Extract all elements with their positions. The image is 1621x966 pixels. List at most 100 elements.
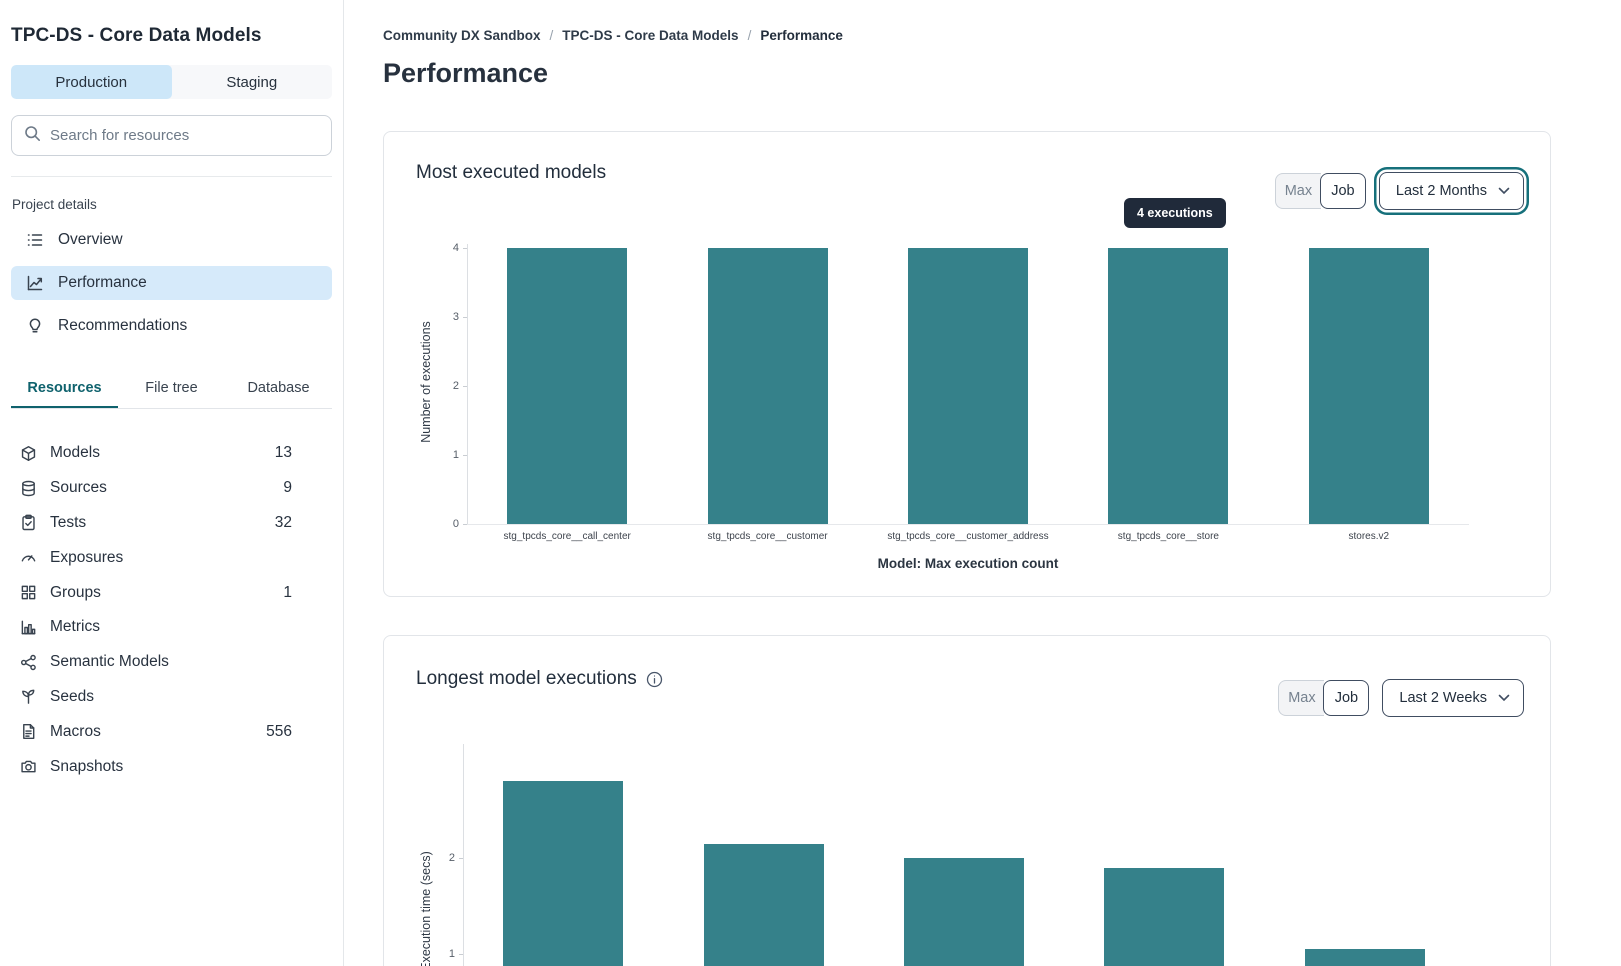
bar-series-3[interactable] [1104, 867, 1225, 966]
bar-stg_tpcds_core__customer[interactable] [707, 248, 828, 524]
resource-row-exposures[interactable]: Exposures [20, 540, 292, 575]
camera-icon [20, 758, 37, 775]
database-icon [20, 480, 37, 497]
info-icon[interactable] [646, 671, 663, 688]
resource-label: Semantic Models [50, 653, 169, 671]
trend-line-icon [26, 274, 44, 292]
project-details-heading: Project details [12, 197, 97, 212]
breadcrumb-item: Performance [760, 28, 843, 43]
y-tick-mark [459, 858, 463, 859]
y-tick-mark [463, 248, 467, 249]
tab-resources[interactable]: Resources [11, 369, 118, 408]
resource-label: Seeds [50, 687, 94, 705]
breadcrumb-separator: / [747, 28, 752, 43]
lightbulb-icon [26, 317, 44, 335]
grid-icon [20, 584, 37, 601]
sidebar-divider [11, 176, 332, 177]
resource-row-tests[interactable]: Tests 32 [20, 506, 292, 541]
resource-label: Models [50, 444, 100, 462]
main-content: Community DX Sandbox / TPC-DS - Core Data … [344, 0, 1621, 966]
clipboard-check-icon [20, 514, 37, 531]
gauge-icon [20, 549, 37, 566]
resource-label: Groups [50, 583, 101, 601]
x-tick-label: stg_tpcds_core__call_center [503, 531, 631, 542]
chart2-max-job-toggle: Max Job [1278, 680, 1370, 716]
resource-count: 13 [274, 444, 292, 462]
bar-stg_tpcds_core__store[interactable] [1108, 248, 1229, 524]
resource-label: Exposures [50, 548, 124, 566]
resource-row-sources[interactable]: Sources 9 [20, 471, 292, 506]
most-executed-models-title: Most executed models [416, 162, 607, 183]
environment-tabs: Production Staging [11, 65, 332, 99]
max-toggle-button[interactable]: Max [1274, 173, 1321, 209]
list-icon [26, 231, 44, 249]
bar-stg_tpcds_core__customer_address[interactable] [908, 248, 1028, 524]
chart1-max-job-toggle: Max Job [1274, 173, 1366, 209]
longest-model-executions-card: Longest model executions Max Job Last 2 … [383, 635, 1551, 966]
x-tick-label: stg_tpcds_core__store [1117, 531, 1219, 542]
search-input[interactable] [50, 127, 319, 144]
bar-stg_tpcds_core__call_center[interactable] [507, 248, 628, 524]
bar-series-0[interactable] [503, 781, 624, 966]
y-axis-line [463, 744, 464, 966]
resource-count: 9 [283, 479, 292, 497]
resource-tabs: Resources File tree Database [11, 369, 332, 409]
resource-row-groups[interactable]: Groups 1 [20, 575, 292, 610]
sidebar: TPC-DS - Core Data Models Production Stag… [0, 0, 344, 966]
chart1-controls: Max Job Last 2 Months [1274, 172, 1524, 210]
bar-series-2[interactable] [904, 858, 1024, 966]
chart-tooltip: 4 executions [1124, 198, 1226, 228]
y-tick-label: 2 [452, 380, 459, 392]
resource-count: 556 [266, 722, 292, 740]
project-details-nav: Overview Performance Recommendations [11, 223, 332, 343]
sidebar-item-recommendations[interactable]: Recommendations [11, 309, 332, 343]
document-icon [20, 723, 37, 740]
chart2-date-range-select[interactable]: Last 2 Weeks [1382, 679, 1524, 717]
env-tab-staging[interactable]: Staging [226, 73, 278, 91]
resource-row-seeds[interactable]: Seeds [20, 680, 292, 715]
y-axis-title: Execution time (secs) [419, 851, 433, 966]
resource-row-models[interactable]: Models 13 [20, 436, 292, 471]
y-tick-mark [459, 954, 463, 955]
resource-row-metrics[interactable]: Metrics [20, 610, 292, 645]
tab-file-tree[interactable]: File tree [145, 380, 198, 396]
cube-icon [20, 445, 37, 462]
max-toggle-button[interactable]: Max [1278, 680, 1325, 716]
nodes-icon [20, 654, 37, 671]
seedling-icon [20, 688, 37, 705]
search-box[interactable] [11, 115, 332, 156]
sidebar-item-overview[interactable]: Overview [11, 223, 332, 257]
bar-series-4[interactable] [1304, 949, 1425, 966]
job-toggle-button[interactable]: Job [1323, 680, 1370, 716]
job-toggle-button[interactable]: Job [1319, 173, 1366, 209]
resource-label: Sources [50, 479, 107, 497]
resource-row-semantic-models[interactable]: Semantic Models [20, 645, 292, 680]
y-axis-title: Number of executions [419, 321, 433, 443]
bar-series-1[interactable] [703, 843, 824, 966]
breadcrumb-item[interactable]: Community DX Sandbox [383, 28, 541, 43]
resource-row-snapshots[interactable]: Snapshots [20, 749, 292, 784]
chart1-date-range-value: Last 2 Months [1395, 183, 1487, 199]
card-title-row: Most executed models [416, 162, 606, 184]
chevron-down-icon [1498, 690, 1510, 706]
env-tab-production[interactable]: Production [11, 65, 172, 99]
y-tick-mark [463, 524, 467, 525]
resource-label: Snapshots [50, 757, 124, 775]
y-tick-mark [463, 455, 467, 456]
resource-list: Models 13 Sources 9 Tests 32 Exposures Groups 1 M… [11, 409, 332, 784]
breadcrumb-item[interactable]: TPC-DS - Core Data Models [562, 28, 739, 43]
chart2-date-range-value: Last 2 Weeks [1399, 690, 1487, 706]
x-axis-line [467, 524, 1469, 525]
project-title: TPC-DS - Core Data Models [11, 25, 262, 46]
most-executed-models-card: Most executed models Max Job Last 2 Mont… [383, 131, 1551, 597]
tab-database[interactable]: Database [247, 380, 310, 396]
sidebar-item-performance[interactable]: Performance [11, 266, 332, 300]
chart1-date-range-select[interactable]: Last 2 Months [1378, 172, 1524, 210]
y-tick-label: 2 [448, 852, 455, 864]
bar-stores.v2[interactable] [1308, 248, 1429, 524]
chart2-controls: Max Job Last 2 Weeks [1278, 679, 1524, 717]
y-tick-label: 1 [452, 449, 459, 461]
chart-tooltip-text: 4 executions [1137, 206, 1213, 220]
card-title-row: Longest model executions [416, 668, 663, 690]
resource-row-macros[interactable]: Macros 556 [20, 714, 292, 749]
